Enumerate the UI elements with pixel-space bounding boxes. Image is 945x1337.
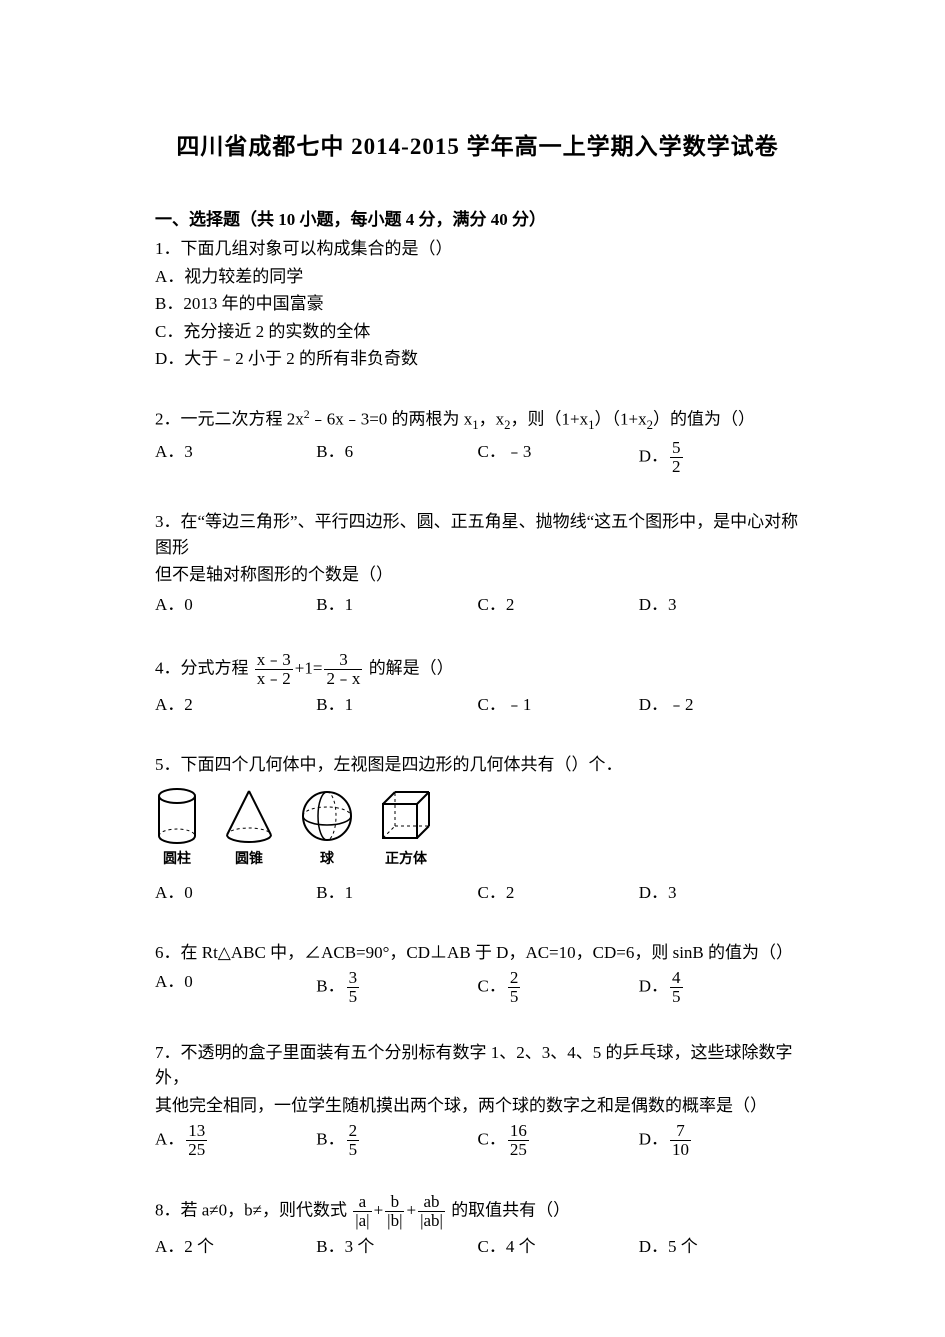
q4-stem: 4．分式方程 x﹣3x﹣2+1=32﹣x 的解是（） — [155, 651, 800, 688]
q2-opt-b: B．6 — [316, 439, 477, 476]
q1-opt-b: B．2013 年的中国富豪 — [155, 291, 800, 317]
q2-stem-mid2: ，x — [479, 409, 505, 428]
q8-opt-d: D．5 个 — [639, 1234, 800, 1260]
q6-opt-a: A．0 — [155, 969, 316, 1006]
q8-stem: 8．若 a≠0，b≠，则代数式 a|a|+b|b|+ab|ab| 的取值共有（） — [155, 1193, 800, 1230]
q2-d-label: D． — [639, 446, 668, 465]
shape-cylinder-label: 圆柱 — [155, 849, 199, 870]
shape-cube: 正方体 — [377, 785, 435, 870]
q4-opt-b: B．1 — [316, 692, 477, 718]
q7-opt-c: C．1625 — [478, 1122, 639, 1159]
question-4: 4．分式方程 x﹣3x﹣2+1=32﹣x 的解是（） A．2 B．1 C．﹣1 … — [155, 651, 800, 717]
q1-stem: 1．下面几组对象可以构成集合的是（） — [155, 236, 800, 262]
section-heading: 一、选择题（共 10 小题，每小题 4 分，满分 40 分） — [155, 207, 800, 233]
q4-frac2: 32﹣x — [322, 651, 364, 688]
q2-stem-tail2: ）（1+x — [595, 409, 647, 428]
cube-icon — [377, 788, 435, 844]
q2-opt-c: C．﹣3 — [478, 439, 639, 476]
shape-sphere: 球 — [299, 785, 355, 870]
q4-post: 的解是（） — [364, 659, 453, 678]
q8-opt-a: A．2 个 — [155, 1234, 316, 1260]
q5-opt-d: D．3 — [639, 880, 800, 906]
q5-opt-a: A．0 — [155, 880, 316, 906]
q2-stem-mid: ﹣6x﹣3=0 的两根为 x — [310, 409, 473, 428]
shape-cylinder: 圆柱 — [155, 785, 199, 870]
cone-icon — [221, 787, 277, 845]
shape-cone: 圆锥 — [221, 785, 277, 870]
q3-opt-c: C．2 — [478, 592, 639, 618]
q1-opt-d: D．大于﹣2 小于 2 的所有非负奇数 — [155, 346, 800, 372]
shape-cone-label: 圆锥 — [221, 849, 277, 870]
q3-opt-d: D．3 — [639, 592, 800, 618]
q2-stem-end: ）的值为（） — [653, 409, 755, 428]
q5-stem: 5．下面四个几何体中，左视图是四边形的几何体共有（）个． — [155, 752, 800, 778]
q8-opt-b: B．3 个 — [316, 1234, 477, 1260]
q2-d-frac: 52 — [668, 439, 685, 476]
q2-stem: 2．一元二次方程 2x2﹣6x﹣3=0 的两根为 x1，x2，则（1+x1）（1… — [155, 406, 800, 435]
question-5: 5．下面四个几何体中，左视图是四边形的几何体共有（）个． 圆柱 — [155, 752, 800, 906]
q5-opt-b: B．1 — [316, 880, 477, 906]
q6-stem: 6．在 Rt△ABC 中，∠ACB=90°，CD⊥AB 于 D，AC=10，CD… — [155, 940, 800, 966]
question-6: 6．在 Rt△ABC 中，∠ACB=90°，CD⊥AB 于 D，AC=10，CD… — [155, 940, 800, 1006]
q3-opt-a: A．0 — [155, 592, 316, 618]
question-1: 1．下面几组对象可以构成集合的是（） A．视力较差的同学 B．2013 年的中国… — [155, 236, 800, 372]
q4-pre: 4．分式方程 — [155, 659, 253, 678]
q3-line1: 3．在“等边三角形”、平行四边形、圆、正五角星、抛物线“这五个图形中，是中心对称… — [155, 509, 800, 560]
q1-opt-c: C．充分接近 2 的实数的全体 — [155, 319, 800, 345]
cylinder-icon — [155, 788, 199, 844]
question-2: 2．一元二次方程 2x2﹣6x﹣3=0 的两根为 x1，x2，则（1+x1）（1… — [155, 406, 800, 476]
q6-opt-d: D．45 — [639, 969, 800, 1006]
shape-sphere-label: 球 — [299, 849, 355, 870]
q5-shapes: 圆柱 圆锥 — [155, 785, 800, 870]
q6-opt-b: B．35 — [316, 969, 477, 1006]
q2-stem-pre: 2．一元二次方程 2x — [155, 409, 304, 428]
q7-opt-a: A．1325 — [155, 1122, 316, 1159]
q4-frac1: x﹣3x﹣2 — [253, 651, 295, 688]
sphere-icon — [299, 788, 355, 844]
q6-opt-c: C．25 — [478, 969, 639, 1006]
q4-opt-c: C．﹣1 — [478, 692, 639, 718]
question-7: 7．不透明的盒子里面装有五个分别标有数字 1、2、3、4、5 的乒乓球，这些球除… — [155, 1040, 800, 1159]
q8-opt-c: C．4 个 — [478, 1234, 639, 1260]
q7-line1: 7．不透明的盒子里面装有五个分别标有数字 1、2、3、4、5 的乒乓球，这些球除… — [155, 1040, 800, 1091]
q1-opt-a: A．视力较差的同学 — [155, 264, 800, 290]
q5-opt-c: C．2 — [478, 880, 639, 906]
q7-opt-d: D．710 — [639, 1122, 800, 1159]
q7-opt-b: B．25 — [316, 1122, 477, 1159]
q2-stem-tail: ，则（1+x — [511, 409, 589, 428]
q4-mid: +1= — [295, 659, 323, 678]
q4-opt-d: D．﹣2 — [639, 692, 800, 718]
q2-opt-a: A．3 — [155, 439, 316, 476]
question-8: 8．若 a≠0，b≠，则代数式 a|a|+b|b|+ab|ab| 的取值共有（）… — [155, 1193, 800, 1259]
q7-line2: 其他完全相同，一位学生随机摸出两个球，两个球的数字之和是偶数的概率是（） — [155, 1093, 800, 1119]
q3-opt-b: B．1 — [316, 592, 477, 618]
page-title: 四川省成都七中 2014-2015 学年高一上学期入学数学试卷 — [155, 130, 800, 165]
q2-opt-d: D．52 — [639, 439, 800, 476]
q3-line2: 但不是轴对称图形的个数是（） — [155, 562, 800, 588]
question-3: 3．在“等边三角形”、平行四边形、圆、正五角星、抛物线“这五个图形中，是中心对称… — [155, 509, 800, 617]
q4-opt-a: A．2 — [155, 692, 316, 718]
shape-cube-label: 正方体 — [377, 849, 435, 870]
